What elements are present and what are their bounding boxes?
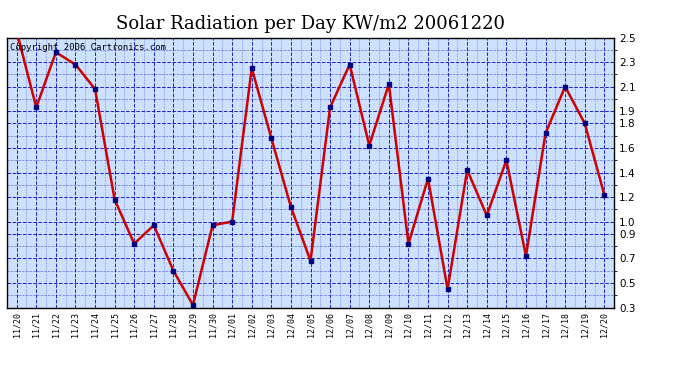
Text: Solar Radiation per Day KW/m2 20061220: Solar Radiation per Day KW/m2 20061220 <box>116 15 505 33</box>
Text: Copyright 2006 Cartronics.com: Copyright 2006 Cartronics.com <box>10 43 166 52</box>
